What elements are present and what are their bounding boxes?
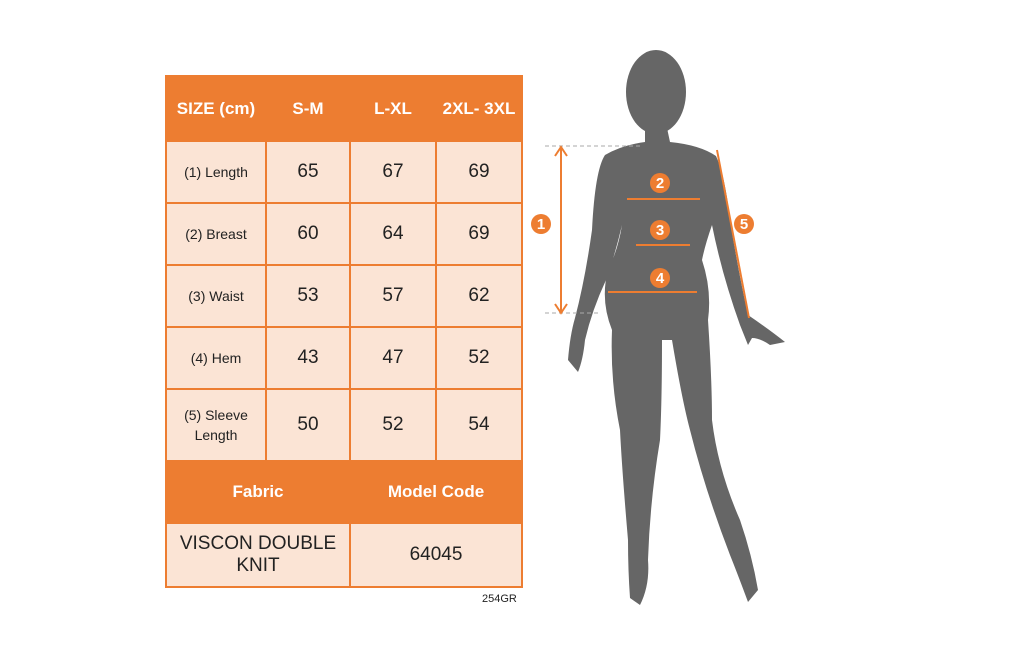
row-label: (3) Waist bbox=[167, 266, 265, 326]
column-header: SIZE (cm) bbox=[167, 77, 265, 140]
size-value: 57 bbox=[351, 266, 435, 326]
column-header: L-XL bbox=[351, 77, 435, 140]
size-value: 52 bbox=[351, 390, 435, 460]
model-code-value: 64045 bbox=[351, 524, 521, 586]
fabric-value: VISCON DOUBLE KNIT bbox=[167, 524, 349, 586]
product-code: 254GR bbox=[482, 593, 517, 605]
marker-number: 5 bbox=[740, 216, 748, 233]
row-label: (4) Hem bbox=[167, 328, 265, 388]
marker-circle bbox=[531, 214, 551, 234]
size-value: 62 bbox=[437, 266, 521, 326]
size-value: 43 bbox=[267, 328, 349, 388]
size-value: 50 bbox=[267, 390, 349, 460]
marker-circle bbox=[650, 173, 670, 193]
row-label: (1) Length bbox=[167, 142, 265, 202]
marker-circle bbox=[650, 220, 670, 240]
size-value: 64 bbox=[351, 204, 435, 264]
size-value: 53 bbox=[267, 266, 349, 326]
row-label: (2) Breast bbox=[167, 204, 265, 264]
marker-number: 3 bbox=[656, 222, 664, 239]
silhouette bbox=[568, 50, 785, 605]
size-value: 60 bbox=[267, 204, 349, 264]
size-value: 47 bbox=[351, 328, 435, 388]
column-header: S-M bbox=[267, 77, 349, 140]
column-header: 2XL- 3XL bbox=[437, 77, 521, 140]
marker-number: 4 bbox=[656, 270, 665, 287]
size-value: 69 bbox=[437, 142, 521, 202]
marker-circle bbox=[650, 268, 670, 288]
size-value: 67 bbox=[351, 142, 435, 202]
size-value: 52 bbox=[437, 328, 521, 388]
size-value: 65 bbox=[267, 142, 349, 202]
row-label: (5) Sleeve Length bbox=[167, 390, 265, 460]
marker-number: 1 bbox=[537, 216, 545, 233]
size-value: 54 bbox=[437, 390, 521, 460]
sleeve-arrow bbox=[716, 149, 750, 319]
model-code-header: Model Code bbox=[351, 462, 521, 522]
size-value: 69 bbox=[437, 204, 521, 264]
marker-number: 2 bbox=[656, 175, 664, 192]
marker-circle bbox=[734, 214, 754, 234]
fabric-header: Fabric bbox=[167, 462, 349, 522]
